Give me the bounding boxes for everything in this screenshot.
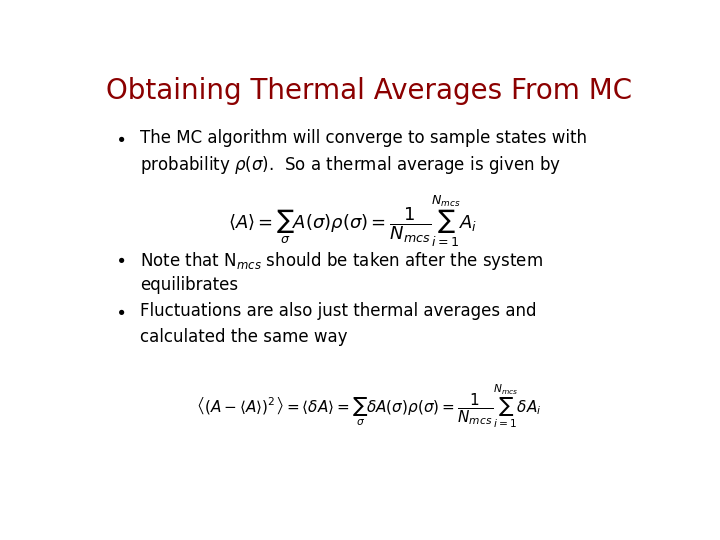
- Text: $\langle A \rangle = \sum_{\sigma} A(\sigma)\rho(\sigma) = \dfrac{1}{N_{mcs}} \s: $\langle A \rangle = \sum_{\sigma} A(\si…: [228, 194, 477, 249]
- Text: Obtaining Thermal Averages From MC: Obtaining Thermal Averages From MC: [106, 77, 632, 105]
- Text: $\bullet$: $\bullet$: [115, 250, 125, 268]
- Text: $\left\langle \left(A - \langle A \rangle\right)^2 \right\rangle = \langle \delt: $\left\langle \left(A - \langle A \rangl…: [197, 383, 541, 430]
- Text: Note that N$_{mcs}$ should be taken after the system: Note that N$_{mcs}$ should be taken afte…: [140, 250, 543, 272]
- Text: equilibrates: equilibrates: [140, 276, 238, 294]
- Text: probability $\rho(\sigma)$.  So a thermal average is given by: probability $\rho(\sigma)$. So a thermal…: [140, 154, 562, 176]
- Text: The MC algorithm will converge to sample states with: The MC algorithm will converge to sample…: [140, 129, 588, 147]
- Text: Fluctuations are also just thermal averages and: Fluctuations are also just thermal avera…: [140, 302, 536, 320]
- Text: $\bullet$: $\bullet$: [115, 129, 125, 147]
- Text: calculated the same way: calculated the same way: [140, 328, 348, 346]
- Text: $\bullet$: $\bullet$: [115, 302, 125, 320]
